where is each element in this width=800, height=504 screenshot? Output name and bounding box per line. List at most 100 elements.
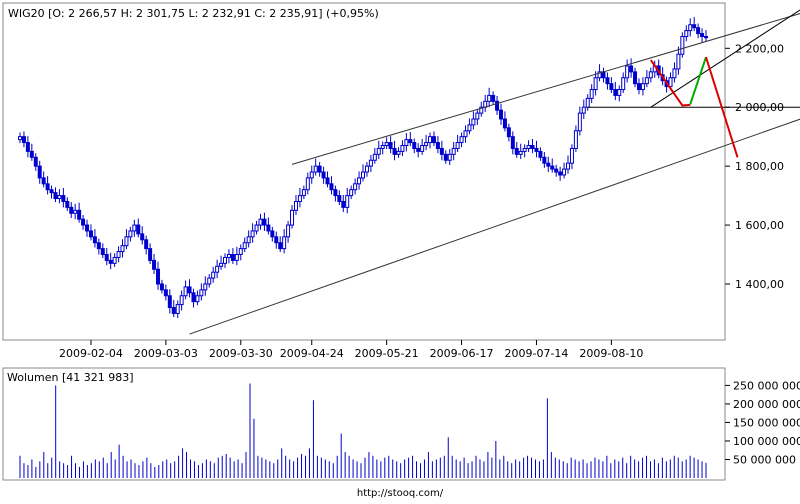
candle-body <box>69 206 74 214</box>
candle-body <box>376 147 381 155</box>
candle-body <box>92 236 97 244</box>
candle-body <box>25 142 30 152</box>
candle-body <box>636 83 641 91</box>
candle-body <box>329 183 334 191</box>
candle-body <box>692 24 697 29</box>
candle-body <box>357 177 362 185</box>
candle-body <box>625 65 630 79</box>
candle-body <box>132 224 137 232</box>
candle-body <box>81 218 86 226</box>
candle-body <box>270 230 275 238</box>
candle-body <box>554 168 559 173</box>
candle-body <box>65 200 70 208</box>
candle-body <box>313 165 318 173</box>
candle-body <box>57 195 62 200</box>
candle-body <box>211 271 216 279</box>
candle-body <box>640 83 645 91</box>
candle-body <box>341 200 346 208</box>
candle-body <box>569 147 574 164</box>
candle-body <box>73 209 78 214</box>
candle-body <box>167 295 172 309</box>
candle-body <box>396 150 401 155</box>
candle-body <box>175 304 180 314</box>
candle-body <box>152 259 157 270</box>
forecast-path <box>705 56 739 158</box>
candle-body <box>85 224 90 232</box>
price-tick-label: 1 800,00 <box>735 160 784 173</box>
candle-body <box>629 65 634 73</box>
candle-body <box>293 200 298 211</box>
volume-tick-label: 100 000 000 <box>733 435 800 448</box>
candle-body <box>388 142 393 149</box>
candle-body <box>163 289 168 297</box>
candle-body <box>562 168 567 176</box>
candle-body <box>45 183 50 191</box>
candle-body <box>621 77 626 91</box>
candle-body <box>648 71 653 79</box>
candle-body <box>684 30 689 38</box>
candle-body <box>538 150 543 158</box>
candle-body <box>254 224 259 232</box>
candle-body <box>597 71 602 79</box>
candle-body <box>550 165 555 170</box>
volume-bars-series <box>19 383 707 478</box>
x-tick-label: 2009-08-10 <box>579 347 643 360</box>
candle-body <box>392 147 397 155</box>
x-tick-label: 2009-04-24 <box>280 347 344 360</box>
candle-body <box>278 242 283 250</box>
candle-body <box>487 94 492 102</box>
candle-body <box>258 218 263 226</box>
candle-body <box>416 147 421 152</box>
forecast-trend-line <box>650 9 800 108</box>
candle-body <box>37 165 42 179</box>
candle-body <box>345 195 350 208</box>
candle-body <box>297 195 302 202</box>
candle-body <box>230 254 235 261</box>
candle-body <box>467 124 472 132</box>
candle-body <box>171 307 176 314</box>
candle-body <box>234 254 239 261</box>
candle-body <box>325 177 330 185</box>
candle-body <box>420 145 425 152</box>
channel-line <box>189 118 800 335</box>
candle-body <box>309 171 314 179</box>
candle-body <box>195 295 200 303</box>
candle-body <box>463 130 468 138</box>
candle-body <box>613 89 618 96</box>
candle-body <box>526 145 531 149</box>
volume-header: Wolumen [41 321 983] <box>7 371 134 384</box>
candle-body <box>203 283 208 291</box>
candle-body <box>428 136 433 144</box>
candle-body <box>368 159 373 167</box>
candle-body <box>495 100 500 111</box>
candle-body <box>700 33 705 38</box>
x-tick-label: 2009-06-17 <box>430 347 494 360</box>
candle-body <box>349 189 354 197</box>
candle-body <box>140 233 145 241</box>
candle-body <box>21 136 26 144</box>
candle-body <box>605 77 610 85</box>
candle-body <box>41 177 46 185</box>
candle-body <box>353 183 358 191</box>
candle-body <box>18 136 22 141</box>
candle-body <box>380 145 385 149</box>
candle-body <box>644 77 649 85</box>
volume-tick-label: 50 000 000 <box>733 453 796 466</box>
candle-body <box>384 142 389 147</box>
candle-body <box>530 145 535 149</box>
candle-body <box>286 224 291 238</box>
candle-body <box>688 24 693 32</box>
candle-body <box>585 97 590 108</box>
candle-body <box>282 236 287 250</box>
candle-body <box>408 139 413 144</box>
candle-body <box>361 171 365 179</box>
candle-body <box>136 224 141 235</box>
candle-body <box>179 295 184 306</box>
candle-body <box>242 242 247 250</box>
candle-body <box>581 106 586 114</box>
candle-body <box>290 209 295 226</box>
candle-body <box>364 165 369 173</box>
candle-body <box>577 112 582 132</box>
